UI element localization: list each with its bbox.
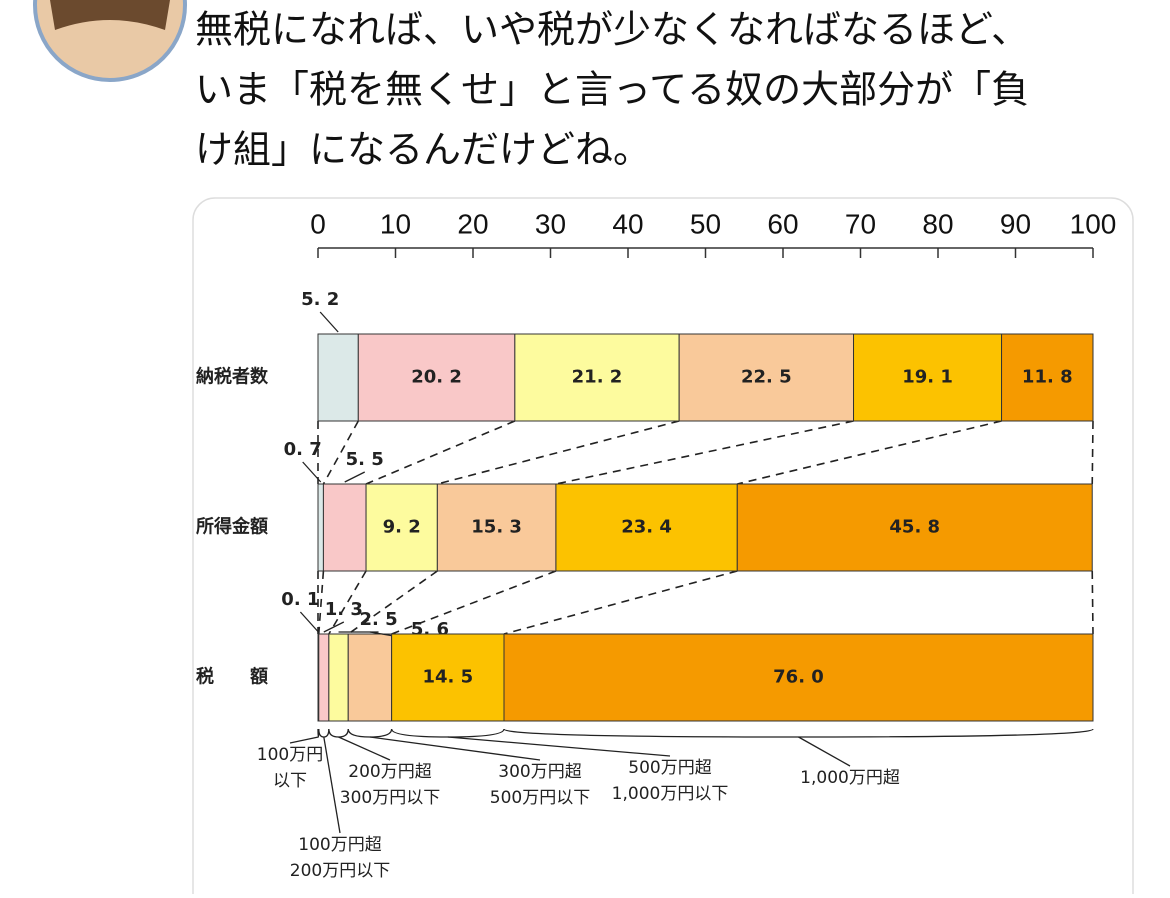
bar-segment [736, 483, 1093, 572]
value-label: 19. 1 [902, 367, 953, 388]
x-tick-label: 100 [1070, 208, 1117, 239]
legend-label: 100万円超 [298, 835, 381, 855]
bar-segment [317, 483, 324, 572]
bar-segment [318, 633, 330, 722]
value-label: 9. 2 [383, 517, 421, 538]
bar-segment [503, 633, 1094, 722]
connector [322, 420, 359, 485]
bar-segment [365, 483, 438, 572]
value-label: 76. 0 [773, 667, 824, 688]
connector [317, 570, 325, 635]
bar-segment [436, 483, 557, 572]
value-label: 14. 5 [422, 667, 473, 688]
legend-label: 500万円超 [628, 758, 711, 778]
legend-label: 300万円以下 [340, 788, 440, 808]
value-label: 15. 3 [471, 517, 522, 538]
bar-segment [328, 633, 349, 722]
legend-leader [447, 736, 671, 757]
x-tick-label: 80 [922, 208, 953, 239]
legend-leader [338, 736, 391, 761]
x-tick-label: 50 [690, 208, 721, 239]
connector [391, 570, 557, 635]
x-tick-label: 40 [612, 208, 643, 239]
tweet-text: いま「税を無くせ」と言ってる奴の大部分が「負 [195, 68, 1029, 112]
value-label: 45. 8 [889, 517, 940, 538]
legend-leader [323, 736, 341, 834]
bar-segment [1001, 333, 1094, 422]
label-arrow [302, 461, 322, 483]
connector [555, 420, 854, 485]
value-label: 11. 8 [1022, 367, 1073, 388]
value-label: 21. 2 [572, 367, 623, 388]
legend-label: 100万円 [257, 745, 323, 765]
value-label: 5. 5 [346, 449, 384, 470]
value-label: 1. 3 [325, 599, 363, 620]
value-label: 23. 4 [621, 517, 672, 538]
x-tick-label: 60 [767, 208, 798, 239]
legend-label: 1,000万円以下 [612, 784, 729, 804]
connector [503, 570, 738, 635]
connector [347, 570, 438, 635]
bar-segment [514, 333, 680, 422]
x-tick-label: 0 [310, 208, 326, 239]
legend-label: 300万円超 [498, 762, 581, 782]
legend-leader [289, 736, 319, 744]
legend-label: 500万円以下 [490, 788, 590, 808]
value-label: 22. 5 [741, 367, 792, 388]
row-label: 所得金額 [196, 516, 268, 538]
bar-segment [555, 483, 738, 572]
legend-label: 以下 [273, 771, 307, 791]
x-tick-label: 10 [380, 208, 411, 239]
value-label: 0. 7 [284, 439, 322, 460]
legend-leader [369, 736, 541, 761]
connector [1091, 570, 1094, 635]
tweet-text: 無税になれば、いや税が少なくなればなるほど、 [195, 8, 1029, 52]
value-label: 20. 2 [411, 367, 462, 388]
connector [737, 420, 1002, 485]
legend-label: 200万円以下 [290, 861, 390, 881]
value-label: 0. 1 [281, 589, 319, 610]
x-tick-label: 20 [457, 208, 488, 239]
row-label: 納税者数 [196, 366, 269, 388]
bar-segment [853, 333, 1003, 422]
x-tick-label: 30 [535, 208, 566, 239]
legend-leader [798, 736, 851, 767]
x-tick-label: 70 [845, 208, 876, 239]
row-label: 税 額 [196, 666, 268, 688]
bar-segment [347, 633, 393, 722]
bar-segment [322, 483, 367, 572]
bar-segment [317, 333, 359, 422]
x-tick-label: 90 [1000, 208, 1031, 239]
legend-label: 1,000万円超 [800, 768, 900, 788]
bar-segment [391, 633, 505, 722]
legend-label: 200万円超 [348, 762, 431, 782]
connector [1091, 420, 1094, 485]
bar-segment [678, 333, 855, 422]
label-arrow [299, 611, 319, 633]
value-label: 5. 2 [301, 289, 339, 310]
label-arrow [319, 311, 339, 333]
avatar-hair [50, 0, 170, 30]
value-label: 2. 5 [359, 609, 397, 630]
tweet-text: け組」になるんだけどね。 [195, 128, 651, 172]
label-arrow [323, 621, 345, 633]
connector [328, 570, 367, 635]
label-arrow [344, 471, 366, 483]
